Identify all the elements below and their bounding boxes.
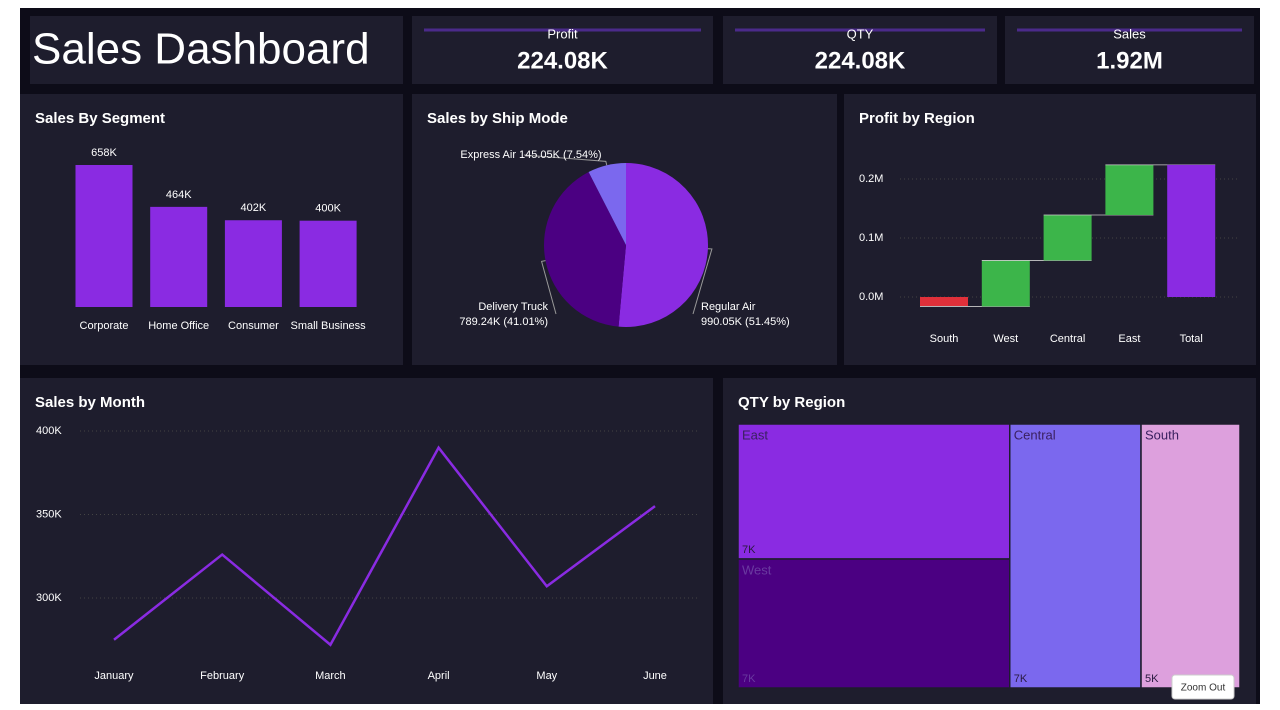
cell-value: 5K	[1145, 673, 1159, 685]
waterfall-bar	[1167, 164, 1216, 297]
treemap-cell	[1140, 423, 1241, 689]
chart-title: Profit by Region	[859, 110, 975, 127]
x-tick-label: Central	[1050, 333, 1085, 345]
data-label: 658K	[91, 147, 117, 159]
treemap-cell	[737, 423, 1011, 560]
pie-slice	[543, 172, 626, 327]
panel	[412, 16, 713, 84]
y-tick-label: 0.2M	[859, 173, 883, 185]
panel	[1005, 16, 1254, 84]
waterfall-bar	[981, 260, 1030, 307]
chart-title: Sales by Month	[35, 394, 145, 411]
cell-label: Central	[1014, 427, 1056, 442]
kpi-label: Profit	[547, 26, 578, 41]
waterfall-bar	[1105, 164, 1154, 215]
pie-slice	[588, 163, 626, 245]
x-tick-label: Consumer	[228, 320, 279, 332]
waterfall-bar	[920, 297, 968, 307]
cell-label: West	[742, 562, 772, 577]
data-label: 400K	[315, 203, 341, 215]
data-label: 402K	[241, 202, 267, 214]
treemap-cell	[1009, 423, 1142, 689]
kpi-value: 224.08K	[517, 47, 608, 74]
kpi-value: 224.08K	[815, 47, 906, 74]
title-panel	[30, 16, 403, 84]
leader-line	[523, 154, 608, 166]
treemap-cell	[737, 558, 1011, 689]
bar	[150, 206, 208, 307]
pie-slice	[618, 163, 708, 328]
dashboard-title: Sales Dashboard	[32, 25, 370, 74]
kpi-label: QTY	[847, 26, 874, 41]
x-tick-label: March	[315, 670, 346, 682]
x-tick-label: Corporate	[79, 320, 129, 332]
y-tick-label: 350K	[36, 508, 62, 520]
x-tick-label: West	[993, 333, 1018, 345]
leader-line	[540, 260, 557, 315]
chart-title: QTY by Region	[738, 394, 845, 411]
x-tick-label: Home Office	[148, 320, 210, 332]
x-tick-label: Small Business	[290, 320, 366, 332]
cell-label: East	[742, 427, 768, 442]
y-tick-label: 0.0M	[859, 291, 883, 303]
chart-title: Sales By Segment	[35, 110, 165, 127]
panel	[723, 16, 997, 84]
cell-label: South	[1145, 427, 1179, 442]
x-tick-label: January	[94, 670, 134, 682]
x-tick-label: April	[428, 670, 450, 682]
x-tick-label: February	[200, 670, 245, 682]
cell-value: 7K	[742, 673, 756, 685]
kpi-label: Sales	[1113, 26, 1146, 41]
y-tick-label: 0.1M	[859, 232, 883, 244]
x-tick-label: East	[1118, 333, 1140, 345]
slice-value: 990.05K (51.45%)	[701, 316, 790, 328]
cell-value: 7K	[742, 544, 756, 556]
kpi-value: 1.92M	[1096, 47, 1163, 74]
waterfall-bar	[1043, 214, 1092, 261]
tooltip-box	[1171, 674, 1235, 700]
slice-label: Express Air	[460, 149, 516, 161]
x-tick-label: May	[536, 670, 557, 682]
panel	[20, 378, 713, 704]
slice-value: 789.24K (41.01%)	[459, 316, 548, 328]
slice-value: 145.05K (7.54%)	[519, 149, 602, 161]
y-tick-label: 300K	[36, 592, 62, 604]
x-tick-label: Total	[1180, 333, 1203, 345]
tooltip: Zoom Out	[1181, 683, 1226, 694]
x-tick-label: South	[930, 333, 959, 345]
x-tick-label: June	[643, 670, 667, 682]
slice-label: Regular Air	[701, 301, 756, 313]
y-tick-label: 400K	[36, 425, 62, 437]
leader-line	[692, 248, 713, 315]
bar	[299, 220, 357, 307]
line-series	[113, 445, 656, 647]
cell-value: 7K	[1014, 673, 1028, 685]
bar	[75, 165, 133, 307]
slice-label: Delivery Truck	[478, 301, 548, 313]
data-label: 464K	[166, 189, 192, 201]
chart-title: Sales by Ship Mode	[427, 110, 568, 127]
bar	[224, 220, 282, 307]
